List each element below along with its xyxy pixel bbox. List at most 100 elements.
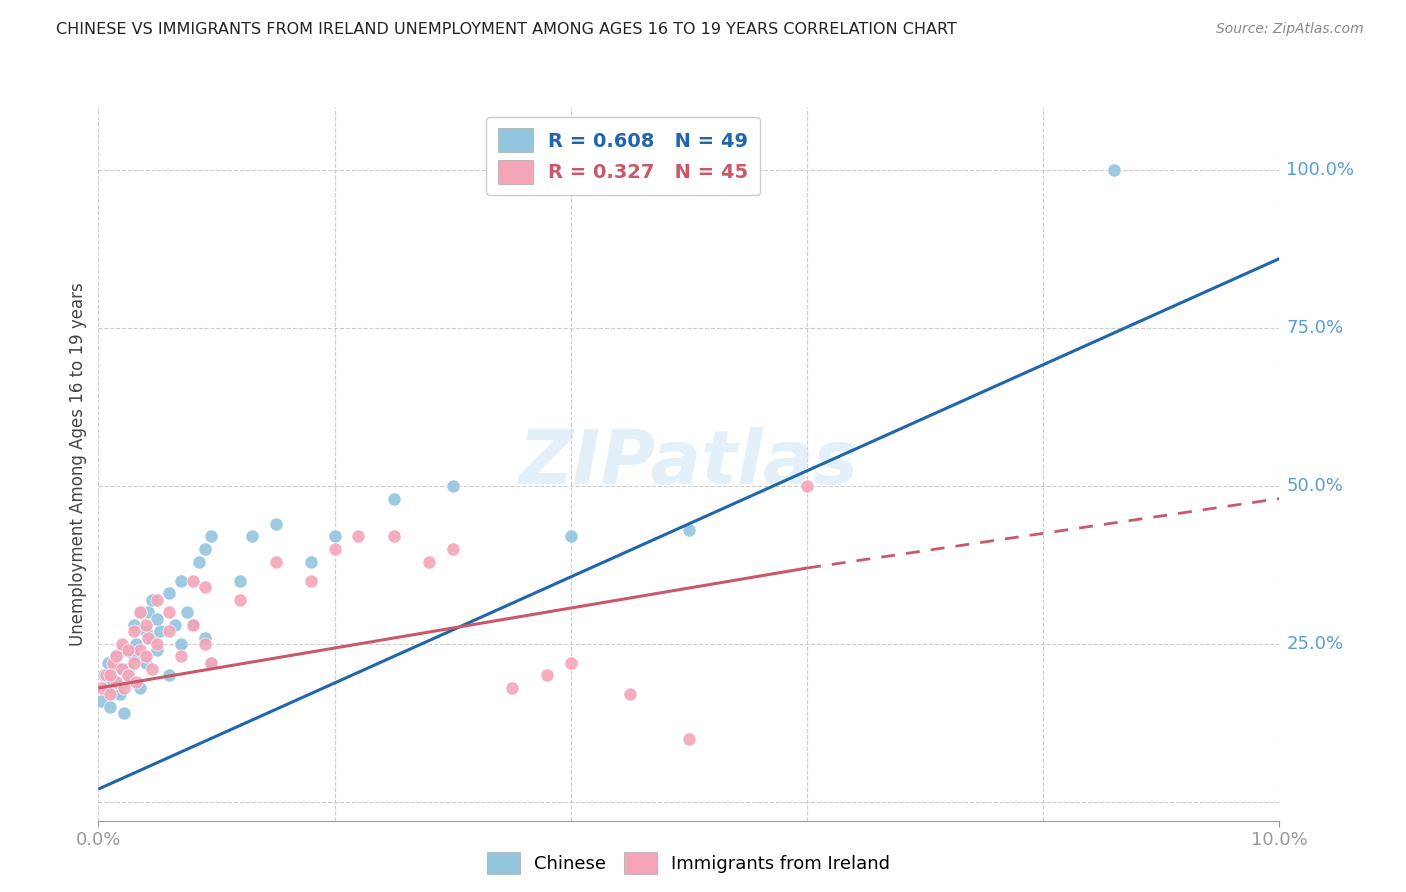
Point (194, 580, 217, 594)
Point (146, 611, 169, 625)
Point (101, 656, 124, 670)
Point (157, 668, 180, 682)
Point (111, 662, 134, 676)
Point (135, 649, 157, 664)
Point (264, 516, 287, 531)
Point (560, 656, 582, 670)
Point (170, 637, 193, 651)
Point (128, 643, 150, 657)
Point (157, 605, 180, 619)
Point (418, 555, 440, 569)
Point (323, 542, 346, 557)
Point (1102, 163, 1125, 178)
Point (157, 586, 180, 600)
Point (299, 574, 322, 588)
Point (194, 637, 217, 651)
Point (141, 662, 163, 676)
Point (105, 674, 128, 689)
Point (146, 637, 169, 651)
Point (105, 674, 128, 689)
Point (157, 624, 180, 639)
Point (105, 649, 128, 664)
Point (181, 574, 204, 588)
Point (101, 681, 124, 695)
Point (105, 649, 128, 664)
Point (128, 681, 150, 695)
Point (194, 542, 217, 557)
Point (136, 631, 159, 645)
Point (135, 624, 157, 639)
Point (347, 529, 370, 543)
Point (200, 529, 222, 543)
Point (187, 555, 209, 569)
Point (678, 523, 700, 537)
Point (93, 668, 115, 682)
Point (112, 706, 135, 721)
Point (501, 681, 523, 695)
Point (200, 656, 222, 670)
Legend: Chinese, Immigrants from Ireland: Chinese, Immigrants from Ireland (478, 843, 900, 883)
Point (619, 687, 641, 701)
Point (97, 656, 120, 670)
Text: 75.0%: 75.0% (1286, 319, 1344, 337)
Point (135, 656, 157, 670)
Point (136, 605, 159, 619)
Point (122, 649, 145, 664)
Y-axis label: Unemployment Among Ages 16 to 19 years: Unemployment Among Ages 16 to 19 years (69, 282, 87, 646)
Point (98, 674, 121, 689)
Point (146, 592, 169, 607)
Point (176, 605, 198, 619)
Text: 100.0%: 100.0% (1286, 161, 1354, 179)
Point (560, 529, 582, 543)
Point (112, 681, 135, 695)
Point (146, 643, 169, 657)
Point (149, 624, 172, 639)
Point (98, 668, 121, 682)
Point (122, 618, 145, 632)
Point (125, 637, 148, 651)
Point (117, 662, 139, 676)
Point (194, 631, 217, 645)
Point (98, 700, 121, 714)
Point (229, 592, 252, 607)
Text: ZIPatlas: ZIPatlas (519, 427, 859, 500)
Point (200, 656, 222, 670)
Point (98, 687, 121, 701)
Point (181, 618, 204, 632)
Point (91, 681, 114, 695)
Point (229, 574, 252, 588)
Point (264, 555, 287, 569)
Point (117, 668, 139, 682)
Point (108, 687, 131, 701)
Point (111, 662, 134, 676)
Point (441, 542, 464, 557)
Point (125, 674, 148, 689)
Point (299, 555, 322, 569)
Point (94, 668, 117, 682)
Text: 50.0%: 50.0% (1286, 477, 1343, 495)
Point (678, 731, 700, 746)
Text: CHINESE VS IMMIGRANTS FROM IRELAND UNEMPLOYMENT AMONG AGES 16 TO 19 YEARS CORREL: CHINESE VS IMMIGRANTS FROM IRELAND UNEMP… (56, 22, 957, 37)
Point (117, 668, 139, 682)
Point (90, 693, 112, 707)
Point (128, 605, 150, 619)
Point (536, 668, 558, 682)
Point (141, 592, 163, 607)
Text: Source: ZipAtlas.com: Source: ZipAtlas.com (1216, 22, 1364, 37)
Point (165, 618, 187, 632)
Point (240, 529, 263, 543)
Point (181, 618, 204, 632)
Point (135, 618, 157, 632)
Point (111, 637, 134, 651)
Point (323, 529, 346, 543)
Text: 25.0%: 25.0% (1286, 635, 1344, 653)
Point (796, 479, 818, 493)
Point (170, 574, 193, 588)
Point (141, 631, 163, 645)
Point (122, 656, 145, 670)
Point (111, 643, 134, 657)
Point (382, 491, 405, 506)
Point (128, 605, 150, 619)
Point (170, 649, 193, 664)
Point (441, 479, 464, 493)
